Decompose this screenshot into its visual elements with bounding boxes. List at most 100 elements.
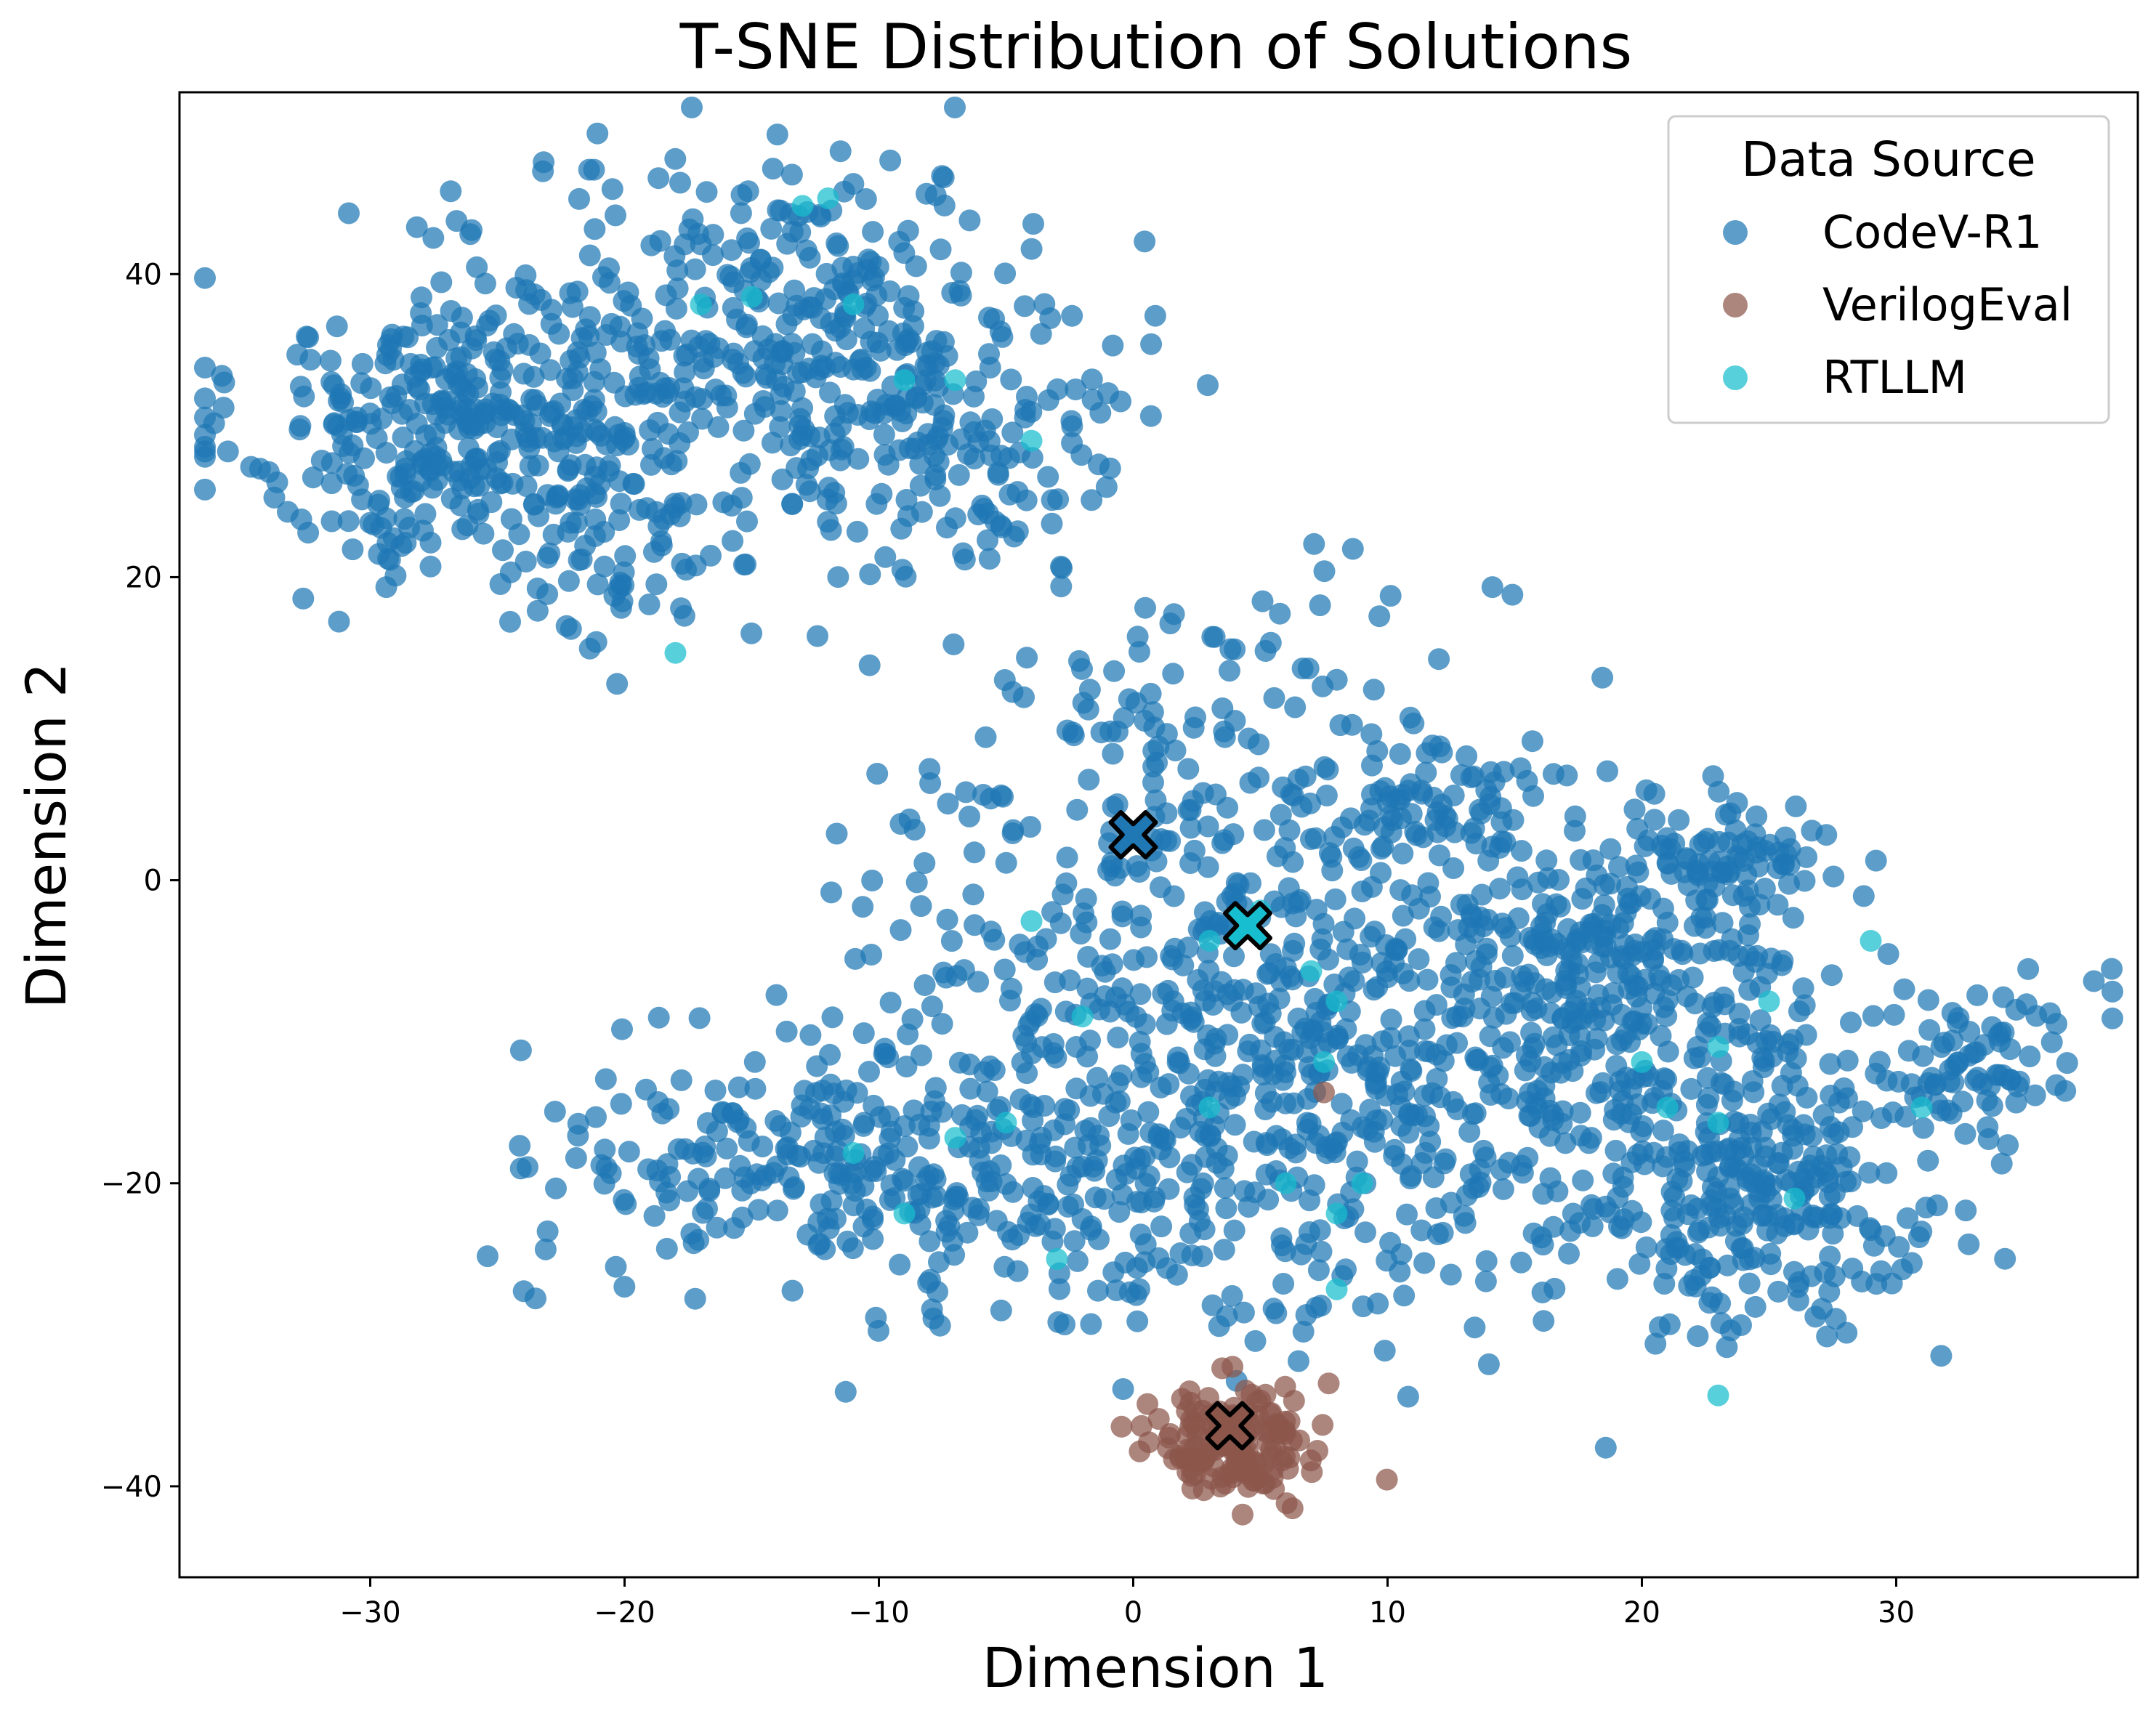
- point-codev-r1: [1732, 885, 1755, 907]
- point-codev-r1: [1830, 1207, 1852, 1229]
- point-codev-r1: [1453, 983, 1475, 1005]
- point-codev-r1: [1413, 1085, 1436, 1107]
- point-codev-r1: [1061, 304, 1083, 327]
- point-codev-r1: [1623, 798, 1646, 821]
- point-codev-r1: [1310, 1240, 1333, 1263]
- point-rtllm: [944, 369, 966, 392]
- point-codev-r1: [1593, 874, 1615, 897]
- point-codev-r1: [1533, 1087, 1556, 1109]
- point-codev-r1: [1179, 1222, 1202, 1245]
- point-codev-r1: [1380, 1008, 1402, 1031]
- point-codev-r1: [297, 326, 320, 349]
- point-codev-r1: [964, 914, 986, 936]
- x-axis: −30 −20 −10 0 10 20 30: [339, 1577, 1915, 1630]
- point-codev-r1: [815, 262, 838, 285]
- point-codev-r1: [1687, 1221, 1709, 1244]
- point-codev-r1: [1051, 883, 1074, 906]
- point-codev-r1: [1078, 769, 1100, 791]
- point-codev-r1: [1341, 713, 1363, 736]
- point-codev-r1: [1506, 866, 1529, 889]
- point-codev-r1: [1336, 1045, 1359, 1067]
- point-codev-r1: [194, 436, 216, 458]
- point-codev-r1: [868, 1319, 889, 1342]
- point-codev-r1: [460, 454, 483, 477]
- point-codev-r1: [1318, 842, 1341, 865]
- point-codev-r1: [684, 1287, 706, 1310]
- point-codev-r1: [286, 344, 309, 366]
- point-codev-r1: [1519, 1105, 1542, 1128]
- point-codev-r1: [1410, 1219, 1433, 1242]
- point-codev-r1: [1958, 1233, 1980, 1255]
- point-codev-r1: [1197, 1069, 1219, 1091]
- point-codev-r1: [565, 1147, 587, 1169]
- point-codev-r1: [1251, 590, 1274, 612]
- point-codev-r1: [590, 1154, 613, 1176]
- point-codev-r1: [1835, 1170, 1857, 1193]
- point-codev-r1: [685, 493, 708, 516]
- point-codev-r1: [368, 490, 391, 512]
- point-codev-r1: [1155, 802, 1178, 825]
- point-codev-r1: [1054, 1314, 1076, 1335]
- point-codev-r1: [702, 244, 724, 267]
- point-codev-r1: [1836, 1049, 1859, 1072]
- point-codev-r1: [1309, 938, 1332, 960]
- point-codev-r1: [958, 209, 981, 232]
- point-codev-r1: [1601, 994, 1623, 1016]
- point-codev-r1: [1488, 878, 1511, 900]
- point-codev-r1: [770, 383, 792, 405]
- point-codev-r1: [1203, 980, 1226, 1003]
- point-codev-r1: [1777, 1040, 1799, 1063]
- point-codev-r1: [731, 1179, 754, 1202]
- point-codev-r1: [2102, 980, 2123, 1003]
- point-codev-r1: [1317, 758, 1339, 781]
- point-codev-r1: [489, 573, 512, 595]
- point-codev-r1: [445, 210, 468, 232]
- point-codev-r1: [817, 511, 839, 533]
- point-codev-r1: [461, 337, 483, 360]
- point-codev-r1: [1050, 555, 1072, 578]
- point-codev-r1: [665, 297, 687, 320]
- legend-marker-rtllm: [1723, 365, 1748, 390]
- point-codev-r1: [799, 480, 821, 503]
- point-codev-r1: [1243, 1181, 1266, 1204]
- point-codev-r1: [1385, 939, 1408, 961]
- point-codev-r1: [1673, 1150, 1695, 1173]
- point-codev-r1: [1273, 1054, 1296, 1077]
- point-codev-r1: [551, 414, 573, 437]
- point-codev-r1: [1865, 1273, 1888, 1295]
- point-rtllm: [1631, 1051, 1653, 1073]
- point-codev-r1: [979, 357, 1001, 379]
- point-codev-r1: [1164, 740, 1187, 761]
- point-codev-r1: [1071, 657, 1093, 680]
- point-codev-r1: [1533, 1056, 1556, 1078]
- point-verilogeval: [1130, 1415, 1152, 1437]
- point-codev-r1: [978, 548, 1001, 570]
- point-codev-r1: [1134, 596, 1156, 619]
- point-codev-r1: [807, 1152, 830, 1174]
- point-codev-r1: [1578, 1132, 1600, 1154]
- point-codev-r1: [1775, 1169, 1798, 1191]
- point-verilogeval: [1317, 1372, 1340, 1395]
- point-codev-r1: [1325, 668, 1348, 691]
- point-codev-r1: [492, 539, 514, 562]
- point-codev-r1: [1912, 1045, 1934, 1067]
- point-codev-r1: [1711, 912, 1734, 934]
- point-codev-r1: [1197, 1024, 1219, 1047]
- point-codev-r1: [515, 475, 538, 498]
- point-codev-r1: [1464, 1102, 1487, 1125]
- point-codev-r1: [430, 271, 453, 294]
- legend-title: Data Source: [1741, 131, 2035, 187]
- point-codev-r1: [1269, 804, 1292, 826]
- point-codev-r1: [1102, 1261, 1125, 1284]
- point-codev-r1: [1722, 1193, 1745, 1215]
- point-codev-r1: [681, 96, 703, 118]
- point-codev-r1: [1724, 1230, 1747, 1252]
- point-codev-r1: [819, 381, 841, 404]
- point-rtllm: [1910, 1096, 1933, 1119]
- point-codev-r1: [823, 422, 846, 445]
- point-codev-r1: [1743, 1081, 1765, 1104]
- point-codev-r1: [1719, 1155, 1742, 1178]
- point-codev-r1: [1312, 1021, 1334, 1043]
- point-codev-r1: [297, 522, 320, 544]
- point-codev-r1: [1099, 720, 1122, 742]
